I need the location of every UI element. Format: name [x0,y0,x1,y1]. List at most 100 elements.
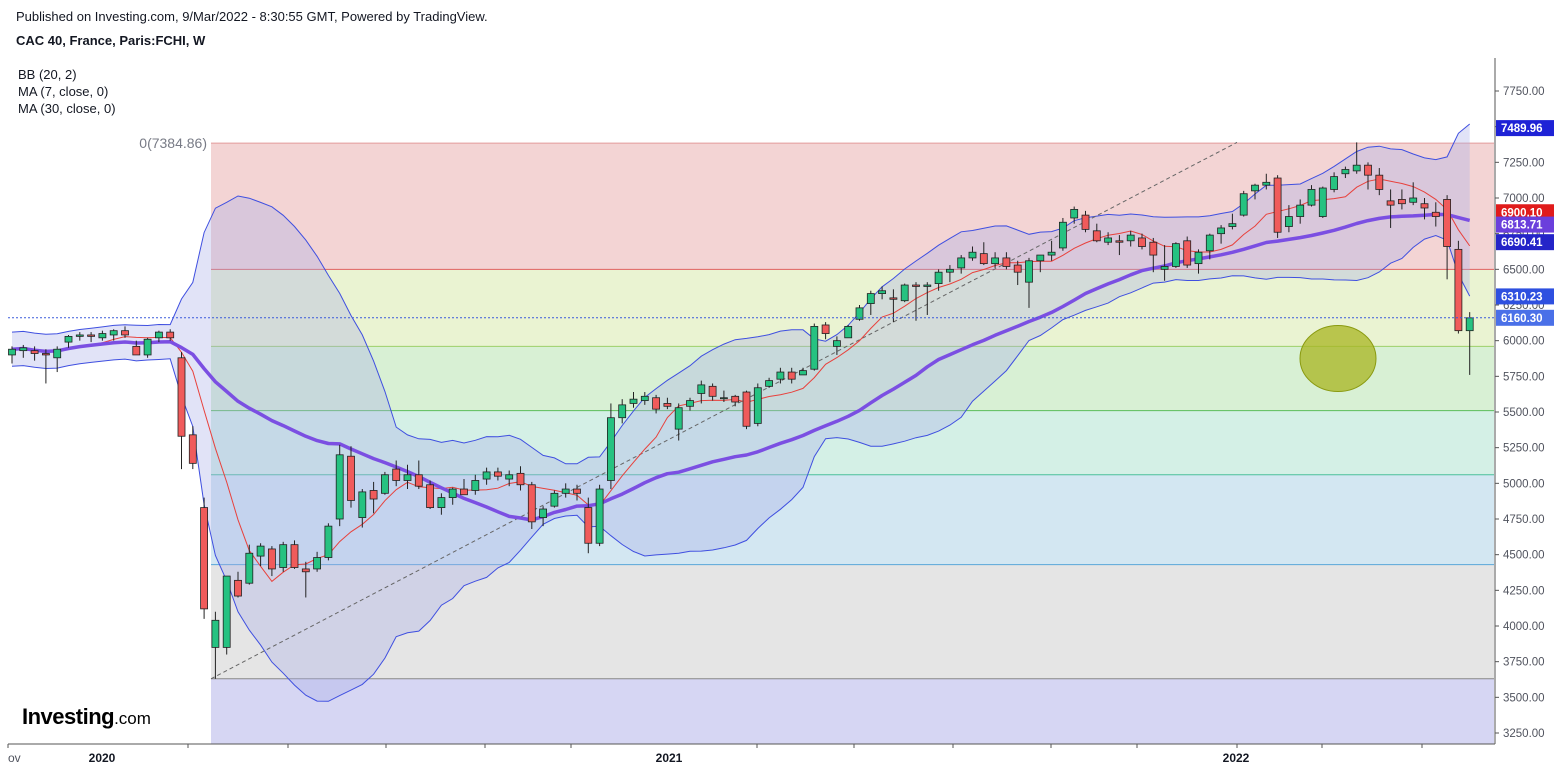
candle [573,484,581,501]
candle [765,377,773,388]
candle [1160,245,1169,281]
legend-item-bb[interactable]: BB (20, 2) [18,67,77,82]
candle-body-up [776,371,785,380]
highlight-ellipse [1299,325,1377,392]
candle-body-up [313,557,322,570]
candle-body-down [493,471,502,477]
candle-body-down [1092,230,1101,242]
candles [8,142,1474,679]
candle [991,252,999,268]
candle-body-up [403,474,412,481]
candle [674,403,683,441]
candle [1036,254,1045,273]
candle [799,367,807,376]
candle [1443,195,1451,280]
candle-body-down [234,579,242,597]
candle [1070,206,1079,224]
candle [1081,210,1090,233]
legend-item-ma30[interactable]: MA (30, close, 0) [18,101,116,116]
candle-body-up [799,370,807,376]
candle-body-down [132,345,141,356]
candle [516,466,525,491]
candle [1025,257,1033,308]
price-axis[interactable]: 3250.00 3500.00 3750.00 4000.00 4250.00 4500.… [1495,86,1554,740]
bb-lower-band [11,234,1471,702]
fib-zero-label: 0(7384.86) [139,135,207,151]
candle-body-up [1126,234,1135,242]
candle [121,326,129,338]
candle [75,332,84,341]
candle-body-up [1341,169,1350,175]
candle-body-up [1352,164,1361,172]
candle [414,460,423,490]
candle [527,481,536,529]
candle-body-up [1318,187,1327,217]
price-tag-bg [1496,309,1554,326]
candle-body-down [787,371,796,380]
candle-body-up [968,251,977,259]
trend-line [210,141,1238,680]
candle-body-up [1228,223,1237,227]
candle [776,367,785,384]
candle-body-down [188,434,197,464]
legend-item-ma7[interactable]: MA (7, close, 0) [18,84,109,99]
candle [200,497,209,619]
candle [1239,190,1248,217]
price-tag-label: 6690.41 [1501,237,1543,249]
candle-body-down [889,297,898,300]
candle-body-up [324,525,333,558]
y-tick-label: 6500.00 [1503,264,1545,276]
candle [640,392,649,405]
candle [1296,199,1305,224]
candle-body-down [1013,264,1022,273]
candle-body-up [934,271,943,285]
x-tick-label: 2020 [89,751,116,765]
chart-symbol-title: CAC 40, France, Paris:FCHI, W [16,33,206,48]
candle [686,397,694,411]
candle [697,380,706,404]
candle-body-down [1149,241,1158,256]
price-tag-bg [1496,204,1554,221]
moving-averages [11,178,1471,583]
candle-body-up [1262,181,1271,186]
candle-body-down [392,468,401,481]
candle [561,483,570,498]
candle [1013,260,1022,286]
candle [539,506,547,527]
candle-body-down [1115,240,1124,243]
candle [912,282,920,321]
price-tag-label: 6310.23 [1501,291,1543,303]
candle-body-up [923,284,932,287]
candle-body-up [1070,209,1079,219]
candle-body-up [437,497,446,508]
candle-body-up [1059,221,1067,249]
candle-body-down [290,544,299,568]
candle-body-up [991,257,999,265]
candle-body-up [1025,260,1033,283]
candle [64,334,73,348]
candle [403,464,412,490]
candle-body-down [1138,237,1146,247]
candle [1205,233,1214,260]
candle-body-up [1194,251,1203,265]
candle [833,336,841,355]
candle [19,344,28,358]
price-tag-bg [1496,120,1554,137]
price-tag-bg [1496,288,1554,305]
candle-body-up [855,307,864,320]
candle-body-down [708,385,717,397]
candle [448,487,457,505]
candle-body-up [810,325,819,370]
candle-body-down [1183,240,1192,266]
y-tick-label: 3500.00 [1503,692,1545,704]
candle-body-up [1047,251,1056,256]
chart-frame [8,58,1496,745]
candle-body-up [866,293,875,304]
fib-zone [211,269,1494,347]
candle [1002,252,1011,270]
candle-body-down [584,507,593,544]
y-tick-label: 3750.00 [1503,657,1545,669]
time-axis[interactable]: ov 2020 2021 2022 [7,744,1423,765]
candle-body-up [1251,184,1259,192]
